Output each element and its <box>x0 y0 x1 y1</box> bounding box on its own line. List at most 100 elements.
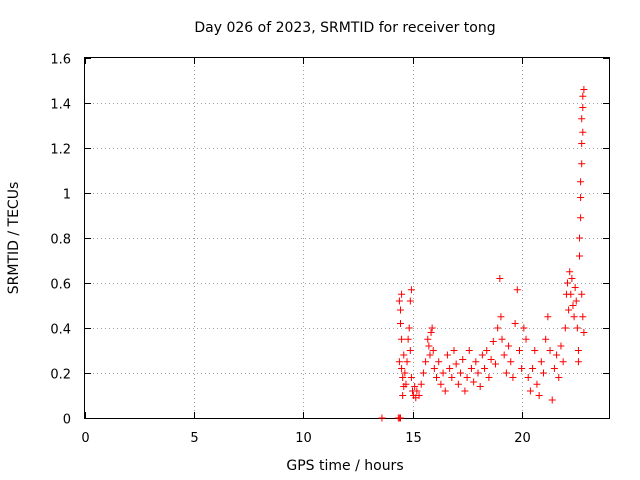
data-point <box>578 140 586 147</box>
data-point <box>566 268 574 276</box>
data-point <box>571 284 579 291</box>
data-point <box>395 297 403 305</box>
data-point <box>500 351 508 359</box>
data-point <box>454 380 462 388</box>
data-point <box>578 115 586 123</box>
data-point <box>400 351 408 359</box>
data-point <box>564 279 572 287</box>
data-point <box>574 347 582 354</box>
data-point <box>576 234 584 242</box>
data-point <box>533 380 541 388</box>
data-point <box>396 320 404 327</box>
data-point <box>435 358 443 366</box>
y-tick-label: 0.2 <box>50 368 71 383</box>
data-point <box>577 194 585 201</box>
data-point <box>470 378 478 386</box>
data-point <box>553 351 561 359</box>
data-point <box>411 383 419 390</box>
data-point <box>465 347 473 354</box>
data-point <box>474 369 482 377</box>
data-point <box>398 290 406 298</box>
data-point <box>540 369 547 377</box>
y-tick-label: 0.4 <box>50 323 71 338</box>
data-point <box>502 369 510 377</box>
data-point <box>494 324 502 332</box>
data-points <box>378 86 588 422</box>
data-point <box>567 290 575 298</box>
data-point <box>426 351 434 359</box>
data-point <box>481 365 489 372</box>
x-tick-label: 15 <box>405 431 422 446</box>
data-point <box>529 365 537 372</box>
data-point <box>522 335 530 343</box>
data-point <box>542 335 550 343</box>
data-point <box>398 335 406 343</box>
y-tick-label: 1 <box>63 188 71 203</box>
data-point <box>579 104 587 111</box>
y-tick-label: 1.2 <box>50 143 71 158</box>
data-point <box>577 178 585 186</box>
data-point <box>489 338 497 345</box>
data-point <box>448 374 456 381</box>
data-point <box>398 365 406 372</box>
data-point <box>537 358 545 366</box>
chart-title: Day 026 of 2023, SRMTID for receiver ton… <box>194 20 495 36</box>
data-point <box>401 369 409 377</box>
data-point <box>544 313 552 321</box>
data-point <box>457 369 465 377</box>
data-point <box>443 351 451 359</box>
data-point <box>428 324 436 332</box>
y-tick-label: 1.4 <box>50 98 71 113</box>
data-point <box>511 320 519 327</box>
data-point <box>427 329 435 336</box>
data-point <box>520 324 528 332</box>
data-point <box>550 365 558 372</box>
data-point <box>483 347 491 354</box>
data-point <box>429 347 437 354</box>
data-point <box>513 286 521 294</box>
data-point <box>437 380 445 388</box>
data-point <box>476 383 484 390</box>
data-point <box>524 374 532 381</box>
data-point <box>424 335 432 343</box>
data-point <box>518 365 526 372</box>
data-point <box>487 356 495 363</box>
x-tick-label: 5 <box>190 431 198 446</box>
data-point <box>467 365 475 372</box>
plot-area <box>84 57 610 419</box>
data-point <box>441 387 449 395</box>
data-point <box>439 369 447 377</box>
data-point <box>559 358 567 366</box>
data-point <box>561 324 569 332</box>
data-point <box>572 297 580 305</box>
data-point <box>555 374 563 381</box>
data-point <box>461 387 469 395</box>
data-point <box>580 86 588 93</box>
data-point <box>569 302 577 309</box>
x-tick-label: 10 <box>295 431 312 446</box>
data-point <box>485 374 493 381</box>
data-point <box>570 313 578 321</box>
data-point <box>497 313 505 321</box>
data-point <box>546 347 554 354</box>
data-point <box>515 347 523 354</box>
data-point <box>378 414 386 422</box>
data-point <box>565 306 573 314</box>
data-point <box>406 297 414 305</box>
data-point <box>396 414 404 422</box>
data-point <box>419 369 427 377</box>
y-tick-label: 0.8 <box>50 233 71 248</box>
data-point <box>405 324 413 332</box>
data-point <box>413 387 421 395</box>
data-point <box>399 392 407 399</box>
data-point <box>535 392 543 399</box>
data-point <box>509 374 517 381</box>
data-point <box>459 356 467 363</box>
x-axis-label: GPS time / hours <box>286 458 403 474</box>
y-tick-label: 0.6 <box>50 278 71 293</box>
data-point <box>548 396 556 404</box>
data-point <box>578 290 586 298</box>
data-point <box>415 392 423 399</box>
data-point <box>417 380 425 388</box>
